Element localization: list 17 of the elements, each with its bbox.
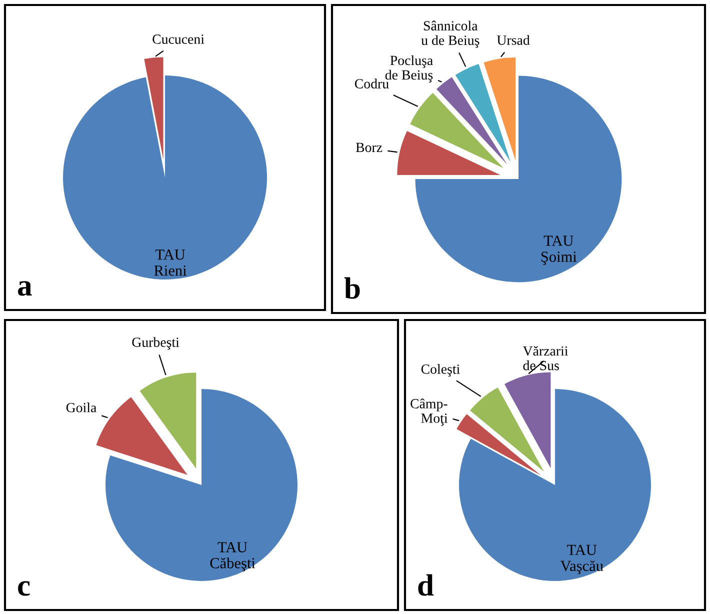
text: a: [18, 281, 32, 296]
text: b: [344, 277, 360, 299]
slice-label: TAU Căbeşti: [210, 542, 256, 572]
slice-label: TAU Rieni: [154, 250, 187, 276]
slice-label: Sânnicola u de Beiuş: [421, 20, 480, 48]
slice-label: Câmp- Moţi: [410, 398, 448, 426]
slice-label: Goila: [66, 402, 96, 412]
slice-label: Coleşti: [421, 364, 460, 377]
slice-label: Borz: [356, 142, 382, 152]
text: d: [418, 574, 434, 596]
slice-label: Vărzarii de Sus: [522, 346, 568, 370]
slice-label: Ursad: [496, 35, 530, 45]
slice-label: Gurbeşti: [132, 337, 180, 350]
text: c: [18, 581, 30, 596]
slice-label: TAU Şoimi: [541, 236, 577, 266]
slice-label: Cucuceni: [152, 34, 204, 44]
slice-label: TAU Vaşcău: [560, 544, 604, 574]
